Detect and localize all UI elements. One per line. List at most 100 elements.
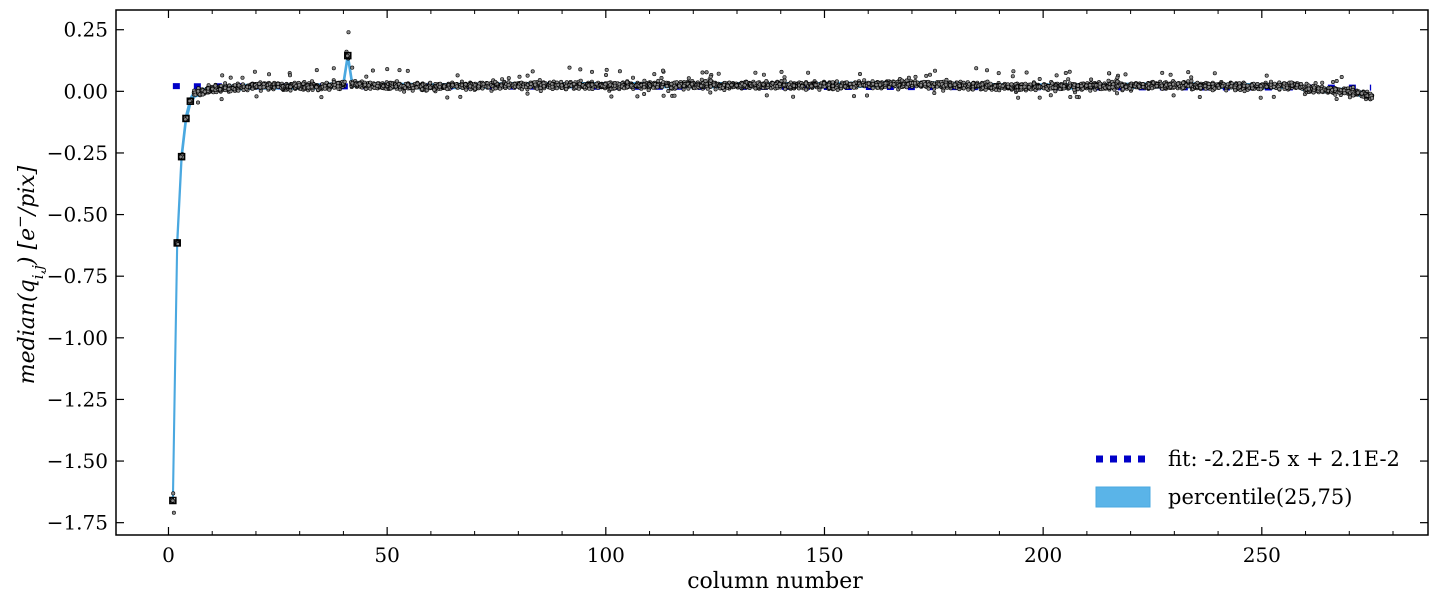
data-point — [346, 30, 351, 35]
data-point — [782, 78, 787, 83]
data-point — [1168, 72, 1173, 77]
data-point — [677, 83, 682, 88]
data-point — [1312, 85, 1317, 90]
data-point — [213, 83, 218, 88]
data-point — [686, 76, 691, 81]
data-point — [1339, 75, 1344, 80]
data-point — [319, 95, 324, 100]
y-tick-label: −1.75 — [47, 511, 108, 535]
data-point — [673, 85, 678, 90]
data-point — [266, 86, 271, 91]
data-point — [635, 94, 640, 99]
data-point — [729, 83, 734, 88]
data-point — [1355, 90, 1360, 95]
data-point — [1258, 87, 1263, 92]
data-point — [782, 83, 787, 88]
data-point — [651, 85, 656, 90]
data-point — [385, 67, 390, 72]
data-point — [1010, 74, 1015, 79]
data-point — [567, 65, 572, 70]
data-point — [708, 84, 713, 89]
data-point — [414, 85, 419, 90]
data-point — [1037, 77, 1042, 82]
data-point — [1359, 91, 1364, 96]
median-markers-layer — [169, 51, 352, 505]
data-point — [761, 82, 766, 87]
data-point — [276, 85, 281, 90]
data-point — [630, 75, 635, 80]
data-point — [335, 84, 340, 89]
data-point — [506, 83, 511, 88]
data-point — [525, 73, 530, 78]
data-point — [1198, 85, 1203, 90]
data-point — [223, 81, 228, 86]
data-point — [170, 498, 175, 503]
data-point — [594, 81, 599, 86]
data-point — [1000, 84, 1005, 89]
data-point — [704, 70, 709, 75]
data-point — [660, 68, 665, 73]
data-point — [397, 68, 402, 73]
data-point — [779, 79, 784, 84]
data-point — [1320, 89, 1325, 94]
data-point — [656, 78, 661, 83]
data-point — [200, 92, 205, 97]
data-point — [1186, 79, 1191, 84]
ticks-layer: 0 50 100 150 200 250 0.25 0.00 −0.25 −0.50 −0.75 −1… — [47, 10, 1428, 567]
data-point — [516, 84, 521, 89]
data-point — [927, 72, 932, 77]
data-point — [1075, 87, 1080, 92]
data-point — [257, 81, 262, 86]
data-point — [1022, 84, 1027, 89]
data-point — [564, 87, 569, 92]
data-point — [402, 89, 407, 94]
data-point — [1048, 93, 1053, 98]
data-point — [1115, 79, 1120, 84]
x-axis-label: column number — [687, 569, 863, 594]
data-point — [1068, 95, 1073, 100]
data-point — [1127, 86, 1132, 91]
data-point — [454, 84, 459, 89]
data-point — [851, 81, 856, 86]
data-point — [813, 83, 818, 88]
data-point — [699, 83, 704, 88]
data-point — [322, 86, 327, 91]
data-point — [533, 82, 538, 87]
data-point — [327, 87, 332, 92]
data-point — [506, 76, 511, 81]
data-point — [1067, 69, 1072, 74]
data-point — [609, 94, 614, 99]
legend-percentile-swatch — [1095, 486, 1151, 508]
data-point — [864, 93, 869, 98]
data-point — [1370, 96, 1375, 101]
data-point — [254, 94, 259, 99]
data-point — [493, 86, 498, 91]
x-tick-label: 0 — [162, 543, 175, 567]
percentile-band — [171, 53, 1373, 504]
data-point — [1197, 95, 1202, 100]
data-point — [309, 79, 314, 84]
data-point — [1054, 73, 1059, 78]
data-point — [306, 85, 311, 90]
data-point — [666, 89, 671, 94]
data-point — [708, 78, 713, 83]
data-point — [603, 73, 608, 78]
data-point — [971, 81, 976, 86]
data-point — [1189, 78, 1194, 83]
data-point — [1062, 80, 1067, 85]
data-point — [571, 82, 576, 87]
data-point — [345, 53, 350, 58]
data-point — [258, 85, 263, 90]
data-point — [878, 82, 883, 87]
data-point — [1237, 84, 1242, 89]
data-point — [559, 83, 564, 88]
data-point — [1245, 83, 1250, 88]
data-point — [1320, 80, 1325, 85]
y-axis-label-post: /pix] — [15, 165, 40, 217]
data-point — [1242, 89, 1247, 94]
data-point — [689, 82, 694, 87]
data-point — [742, 83, 747, 88]
data-point — [550, 84, 555, 89]
y-axis-label-sub: i,j — [29, 265, 47, 280]
